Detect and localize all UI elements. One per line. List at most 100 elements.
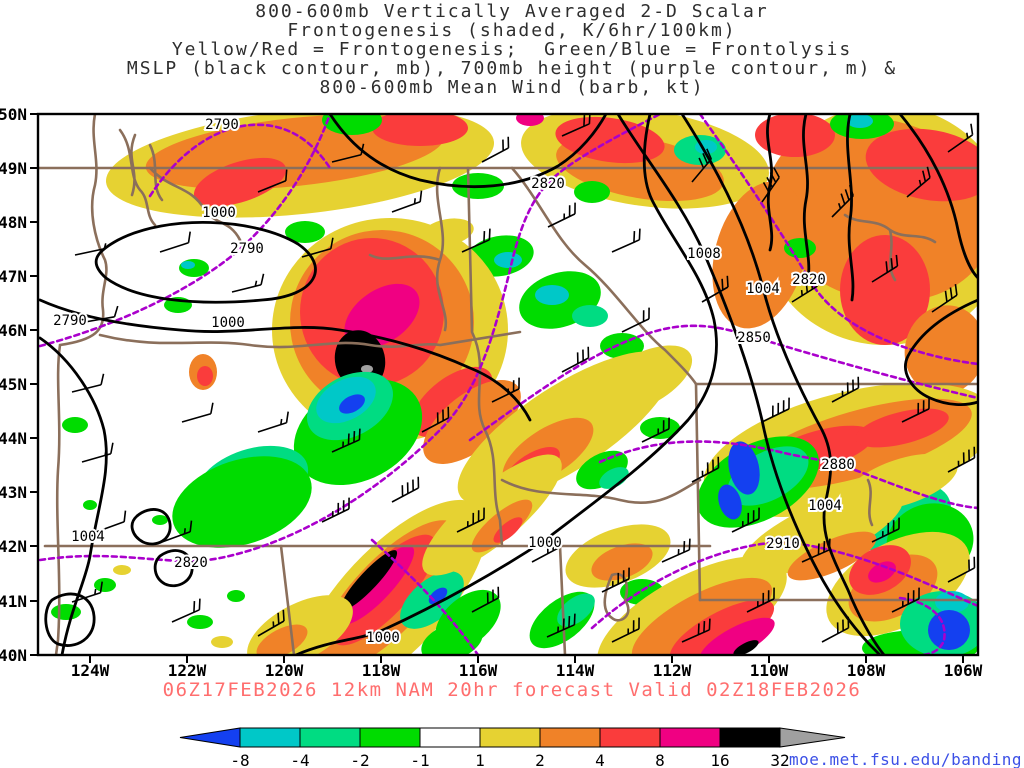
x-tick-label: 108W [847, 661, 886, 680]
contour-label-height: 2790 [53, 313, 87, 329]
wind-barb [491, 377, 520, 403]
wind-barb [456, 507, 485, 533]
contour-label-height: 2880 [821, 457, 855, 473]
wind-barb [181, 402, 214, 423]
x-tick-label: 120W [265, 661, 304, 680]
title-line-2: Frontogenesis (shaded, K/6hr/100km) [287, 20, 737, 41]
contour-label-height: 2820 [174, 555, 208, 571]
colorbar-segment [299, 727, 361, 748]
height-contours [38, 114, 978, 655]
y-tick-label: 45N [0, 375, 27, 394]
wind-barb [95, 510, 127, 533]
y-tick-label: 44N [0, 429, 27, 448]
wind-barb [531, 536, 560, 563]
wind-barb [471, 586, 500, 613]
y-tick-label: 48N [0, 213, 27, 232]
colorbar-tick-label: 4 [595, 751, 605, 768]
contour-labels: 1000 1000 1008 1004 1004 1000 1000 1004 2790 2790… [51, 115, 857, 648]
y-tick-label: 47N [0, 267, 27, 286]
y-tick-label: 40N [0, 646, 27, 665]
wind-barb [71, 373, 105, 393]
y-tick-label: 50N [0, 105, 27, 124]
wind-barb [391, 476, 420, 503]
colorbar-tick-label: 32 [770, 751, 789, 768]
wind-barb [74, 243, 107, 256]
colorbar-tick-label: 8 [655, 751, 665, 768]
contour-label-mslp: 1000 [366, 630, 400, 646]
contour-label-height: 2790 [230, 241, 264, 257]
title-line-5: 800-600mb Mean Wind (barb, kt) [319, 77, 705, 98]
forecast-valid-text: 06Z17FEB2026 12km NAM 20hr forecast Vali… [162, 679, 862, 701]
wind-barb [481, 136, 510, 163]
title-line-1: 800-600mb Vertically Averaged 2-D Scalar [255, 1, 769, 22]
frontogenesis-shading [51, 114, 978, 655]
wind-barb [871, 517, 900, 543]
wind-barb [257, 169, 288, 193]
wind-barb [947, 123, 974, 153]
x-tick-label: 114W [556, 661, 595, 680]
contour-label-mslp: 1000 [202, 205, 236, 221]
y-tick-label: 49N [0, 159, 27, 178]
wind-barb [331, 143, 365, 163]
wind-barb [901, 397, 930, 423]
colorbar-segment [359, 727, 421, 748]
wind-barb [621, 307, 650, 333]
wind-barb [547, 202, 576, 228]
wind-barb [661, 538, 691, 563]
wind-barbs [71, 114, 976, 643]
title-line-3: Yellow/Red = Frontogenesis; Green/Blue =… [171, 39, 853, 60]
contour-label-height: 2820 [792, 272, 826, 288]
x-tick-label: 122W [168, 661, 207, 680]
wind-barb [731, 507, 760, 533]
colorbar-tick-label: 16 [710, 751, 729, 768]
wind-barb [947, 446, 976, 473]
colorbar-left-arrow [179, 727, 241, 748]
wind-barb [546, 613, 576, 638]
wind-barb [159, 231, 191, 253]
x-tick-label: 106W [944, 661, 983, 680]
colorbar-tick-label: 1 [475, 751, 485, 768]
x-tick-label: 124W [71, 661, 110, 680]
wind-barb [84, 305, 119, 323]
contour-label-height: 2850 [737, 330, 771, 346]
colorbar: -8 -4 -2 -1 1 2 4 8 16 32 [179, 727, 846, 768]
wind-barb [611, 228, 641, 253]
wind-barb [891, 587, 920, 613]
contour-label-height: 2820 [531, 176, 565, 192]
contour-label-mslp: 1004 [808, 498, 842, 514]
wind-barb [931, 284, 958, 313]
wind-barb [831, 184, 854, 218]
wind-barb [161, 520, 193, 543]
wind-barb [821, 616, 850, 643]
chart-title: 800-600mb Vertically Averaged 2-D Scalar… [0, 2, 1024, 97]
mslp-contours [38, 114, 978, 655]
x-tick-label: 118W [362, 661, 401, 680]
wind-barb [701, 275, 729, 303]
wind-barb [391, 190, 423, 213]
wind-barb [791, 274, 819, 303]
wind-barb [301, 237, 334, 258]
wind-barb [871, 254, 899, 283]
wind-barb [257, 609, 285, 637]
wind-barb [461, 228, 491, 253]
colorbar-tick-label: -4 [290, 751, 309, 768]
y-tick-label: 41N [0, 592, 27, 611]
wind-barb [746, 587, 775, 613]
x-tick-label: 110W [750, 661, 789, 680]
wind-barb [831, 376, 860, 403]
credit-link[interactable]: moe.met.fsu.edu/banding [788, 750, 1022, 768]
contour-label-height: 2910 [766, 536, 800, 552]
wind-barb [761, 167, 780, 203]
wind-barb [421, 406, 450, 433]
wind-barb [331, 428, 361, 453]
contour-label-mslp: 1008 [687, 246, 721, 262]
colorbar-tick-label: -2 [350, 751, 369, 768]
colorbar-segment [539, 727, 601, 748]
wind-barb [171, 598, 201, 623]
wind-barb [691, 148, 713, 183]
y-tick-label: 46N [0, 321, 27, 340]
wind-barb [601, 567, 630, 593]
wind-barb [321, 497, 350, 523]
geography-borders [38, 114, 978, 655]
